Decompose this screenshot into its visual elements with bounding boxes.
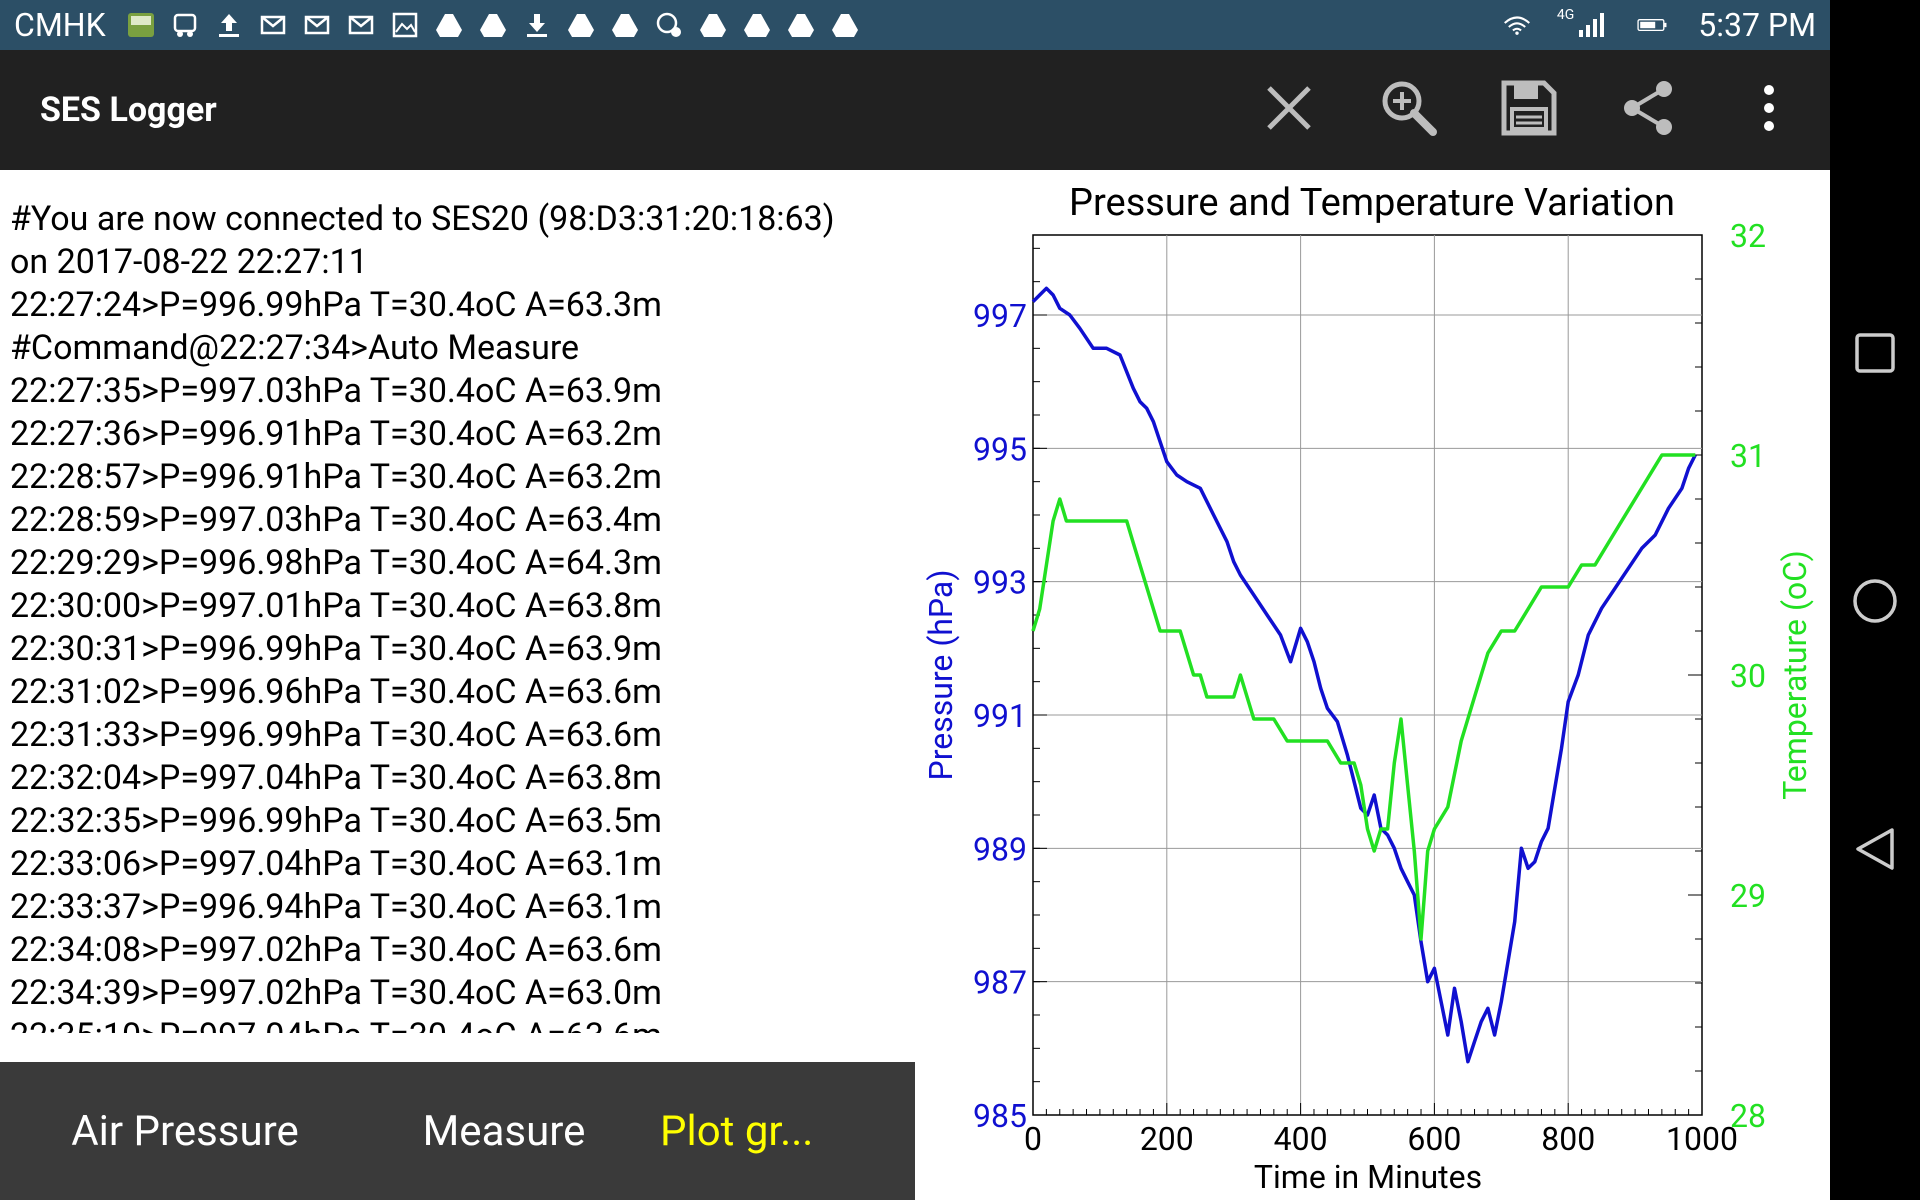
app-title: SES Logger [40,90,217,130]
back-button[interactable] [1852,826,1898,872]
zoom-button[interactable] [1378,79,1440,141]
photos-icon [654,10,684,40]
log-line: 22:28:59>P=997.03hPa T=30.4oC A=63.4m [10,500,662,540]
log-line: 22:34:39>P=997.02hPa T=30.4oC A=63.0m [10,973,662,1013]
x-tick-label: 200 [1140,1120,1194,1158]
x-tick-label: 600 [1407,1120,1461,1158]
y-tick-label: 987 [973,964,1027,1002]
tab-plot-graph[interactable]: Plot gr... [660,1106,814,1156]
chart-title: Pressure and Temperature Variation [1069,181,1675,225]
save-icon [1500,79,1558,141]
x-tick-label: 800 [1541,1120,1595,1158]
share-icon [1620,79,1678,141]
tab-measure[interactable]: Measure [422,1106,586,1156]
app-bar: SES Logger [0,50,1830,170]
bus-icon [170,10,200,40]
y2-tick-label: 28 [1730,1097,1766,1135]
log-line: 22:31:02>P=996.96hPa T=30.4oC A=63.6m [10,672,662,712]
log-line: 22:29:29>P=996.98hPa T=30.4oC A=64.3m [10,543,662,583]
log-line: 22:27:24>P=996.99hPa T=30.4oC A=63.3m [10,285,662,325]
recents-button[interactable] [1852,330,1898,376]
close-button[interactable] [1258,79,1320,141]
download-icon [522,10,552,40]
home-button[interactable] [1852,578,1898,624]
notification-icons: CMHK [14,0,860,50]
network-type: 4G [1556,7,1575,23]
log-line: 22:27:36>P=996.91hPa T=30.4oC A=63.2m [10,414,662,454]
log-line: #Command@22:27:34>Auto Measure [10,328,580,368]
log-line: #You are now connected to SES20 (98:D3:3… [10,199,835,239]
pressure-temperature-chart: Pressure and Temperature Variation Time … [915,170,1830,1200]
x-axis-label: Time in Minutes [1254,1158,1482,1196]
close-icon [1263,82,1315,138]
log-line: 22:30:00>P=997.01hPa T=30.4oC A=63.8m [10,586,662,626]
save-button[interactable] [1498,79,1560,141]
plot-area [1032,234,1703,1116]
log-line: 22:27:35>P=997.03hPa T=30.4oC A=63.9m [10,371,662,411]
log-line: 22:34:08>P=997.02hPa T=30.4oC A=63.6m [10,930,662,970]
drive-icon [830,10,860,40]
basic4android-icon [126,10,156,40]
drive-icon [610,10,640,40]
y2-tick-label: 31 [1730,437,1766,475]
y2-tick-label: 32 [1730,217,1766,255]
log-line: 22:31:33>P=996.99hPa T=30.4oC A=63.6m [10,715,662,755]
log-line: on 2017-08-22 22:27:11 [10,242,368,282]
log-line: 22:33:06>P=997.04hPa T=30.4oC A=63.1m [10,844,662,884]
log-line: 22:33:37>P=996.94hPa T=30.4oC A=63.1m [10,887,662,927]
carrier-name: CMHK [14,6,106,44]
mail-icon [302,10,332,40]
overflow-menu-icon [1759,83,1779,137]
drive-icon [698,10,728,40]
x-tick-label: 1000 [1666,1120,1738,1158]
drive-icon [478,10,508,40]
chart-svg: Pressure and Temperature Variation Time … [922,181,1814,1196]
system-status: 4G 5:37 PM [1495,0,1816,50]
y-axis-label: Pressure (hPa) [922,570,960,781]
wifi-icon [1495,10,1539,40]
y2-tick-label: 29 [1730,877,1766,915]
status-bar: CMHK 4G 5:37 PM [0,0,1830,50]
y2-tick-label: 30 [1730,657,1766,695]
y-tick-label: 989 [973,830,1027,868]
upload-icon [214,10,244,40]
signal-icon [1576,10,1606,40]
log-line: 22:32:35>P=996.99hPa T=30.4oC A=63.5m [10,801,662,841]
app-bar-actions [1258,50,1800,170]
tab-air-pressure[interactable]: Air Pressure [71,1106,299,1156]
y-tick-label: 995 [973,430,1027,468]
clock: 5:37 PM [1698,6,1816,44]
y2-axis-label: Temperature (oC) [1776,550,1814,799]
log-line: 22:35:10>P=997.04hPa T=30.4oC A=63.6m [10,1015,910,1033]
pressure-series-line [1031,286,1697,1064]
y-tick-label: 993 [973,564,1027,602]
mail-icon [258,10,288,40]
y-tick-label: 997 [973,297,1027,335]
log-output[interactable]: #You are now connected to SES20 (98:D3:3… [10,198,910,1033]
image-icon [390,10,420,40]
zoom-icon [1379,78,1439,142]
log-line: 22:32:04>P=997.04hPa T=30.4oC A=63.8m [10,758,662,798]
drive-icon [566,10,596,40]
log-line: 22:28:57>P=996.91hPa T=30.4oC A=63.2m [10,457,662,497]
share-button[interactable] [1618,79,1680,141]
drive-icon [742,10,772,40]
y-tick-label: 985 [973,1097,1027,1135]
overflow-menu-button[interactable] [1738,79,1800,141]
bottom-navigation: Air Pressure Measure Plot gr... [0,1062,915,1200]
log-line: 22:30:31>P=996.99hPa T=30.4oC A=63.9m [10,629,662,669]
battery-icon [1624,10,1680,40]
drive-icon [434,10,464,40]
temperature-series-line [1031,453,1696,941]
drive-icon [786,10,816,40]
mail-icon [346,10,376,40]
x-tick-label: 400 [1274,1120,1328,1158]
y-tick-label: 991 [973,697,1027,735]
x-tick-label: 0 [1024,1120,1042,1158]
system-navigation-bar [1830,0,1920,1200]
